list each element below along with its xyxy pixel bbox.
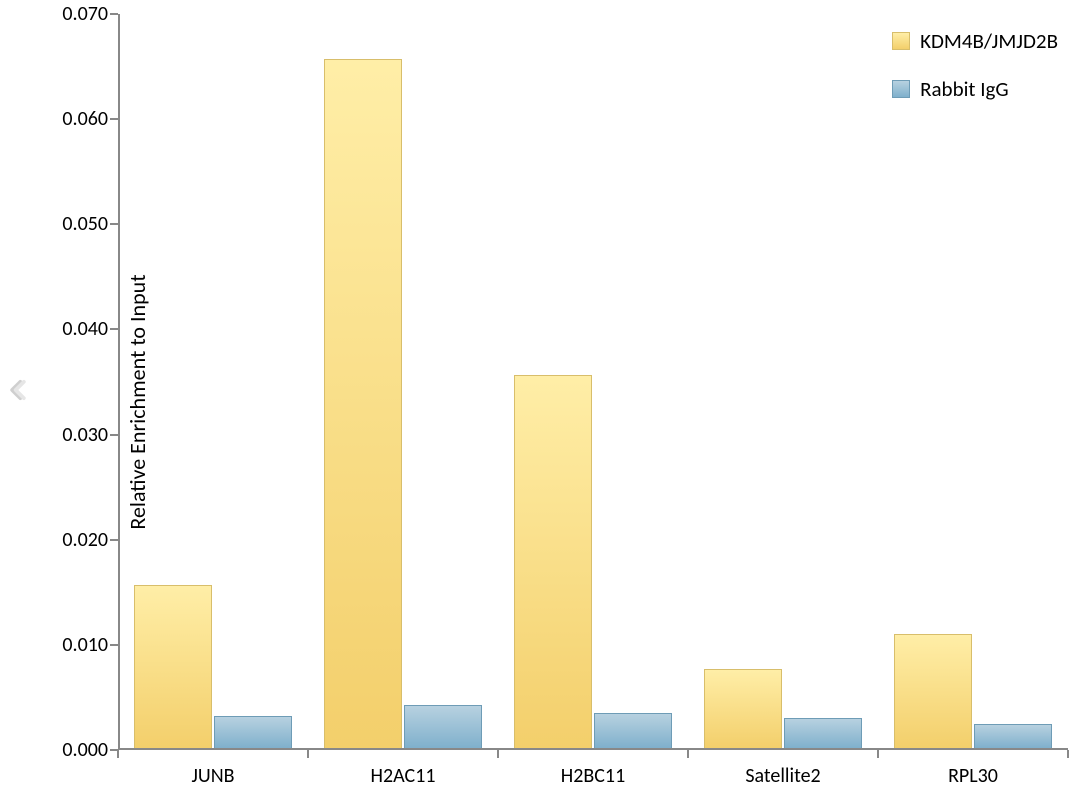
- bar: [134, 585, 212, 748]
- x-tick-mark: [117, 750, 119, 758]
- bar: [974, 724, 1052, 748]
- legend-label: KDM4B/JMJD2B: [920, 28, 1058, 54]
- y-tick-label: 0.040: [62, 317, 108, 341]
- y-tick-label: 0.060: [62, 107, 108, 131]
- x-tick-mark: [1067, 750, 1069, 758]
- bar: [894, 634, 972, 748]
- x-tick-label: Satellite2: [745, 764, 820, 788]
- y-tick-label: 0.000: [62, 738, 108, 762]
- x-tick-label: JUNB: [192, 764, 235, 788]
- bar: [594, 713, 672, 748]
- legend-item: Rabbit IgG: [892, 76, 1058, 102]
- y-tick-mark: [110, 644, 118, 646]
- y-tick-label: 0.050: [62, 212, 108, 236]
- y-tick-label: 0.070: [62, 2, 108, 26]
- legend-label: Rabbit IgG: [920, 76, 1009, 102]
- y-tick-mark: [110, 434, 118, 436]
- x-tick-mark: [497, 750, 499, 758]
- y-tick-mark: [110, 328, 118, 330]
- y-tick-mark: [110, 118, 118, 120]
- bar: [704, 669, 782, 748]
- bar: [404, 705, 482, 748]
- chart-container: Relative Enrichment to Input 0.0000.0100…: [0, 0, 1083, 803]
- y-tick-mark: [110, 539, 118, 541]
- chevron-left-icon: [4, 376, 32, 404]
- x-tick-label: RPL30: [948, 764, 998, 788]
- legend-swatch: [892, 80, 910, 98]
- bar: [514, 375, 592, 748]
- x-tick-label: H2BC11: [561, 764, 625, 788]
- bar: [784, 718, 862, 748]
- bar: [214, 716, 292, 748]
- plot-area: 0.0000.0100.0200.0300.0400.0500.0600.070…: [118, 14, 1068, 750]
- legend: KDM4B/JMJD2B Rabbit IgG: [892, 28, 1058, 124]
- x-tick-mark: [687, 750, 689, 758]
- y-tick-label: 0.030: [62, 423, 108, 447]
- x-tick-label: H2AC11: [371, 764, 436, 788]
- x-axis-line: [118, 748, 1068, 750]
- legend-swatch: [892, 32, 910, 50]
- legend-item: KDM4B/JMJD2B: [892, 28, 1058, 54]
- bar: [324, 59, 402, 748]
- y-tick-mark: [110, 223, 118, 225]
- x-tick-mark: [307, 750, 309, 758]
- y-axis-line: [118, 14, 120, 750]
- y-tick-mark: [110, 13, 118, 15]
- prev-chevron-button[interactable]: [0, 372, 36, 408]
- y-tick-label: 0.020: [62, 528, 108, 552]
- y-tick-label: 0.010: [62, 633, 108, 657]
- x-tick-mark: [877, 750, 879, 758]
